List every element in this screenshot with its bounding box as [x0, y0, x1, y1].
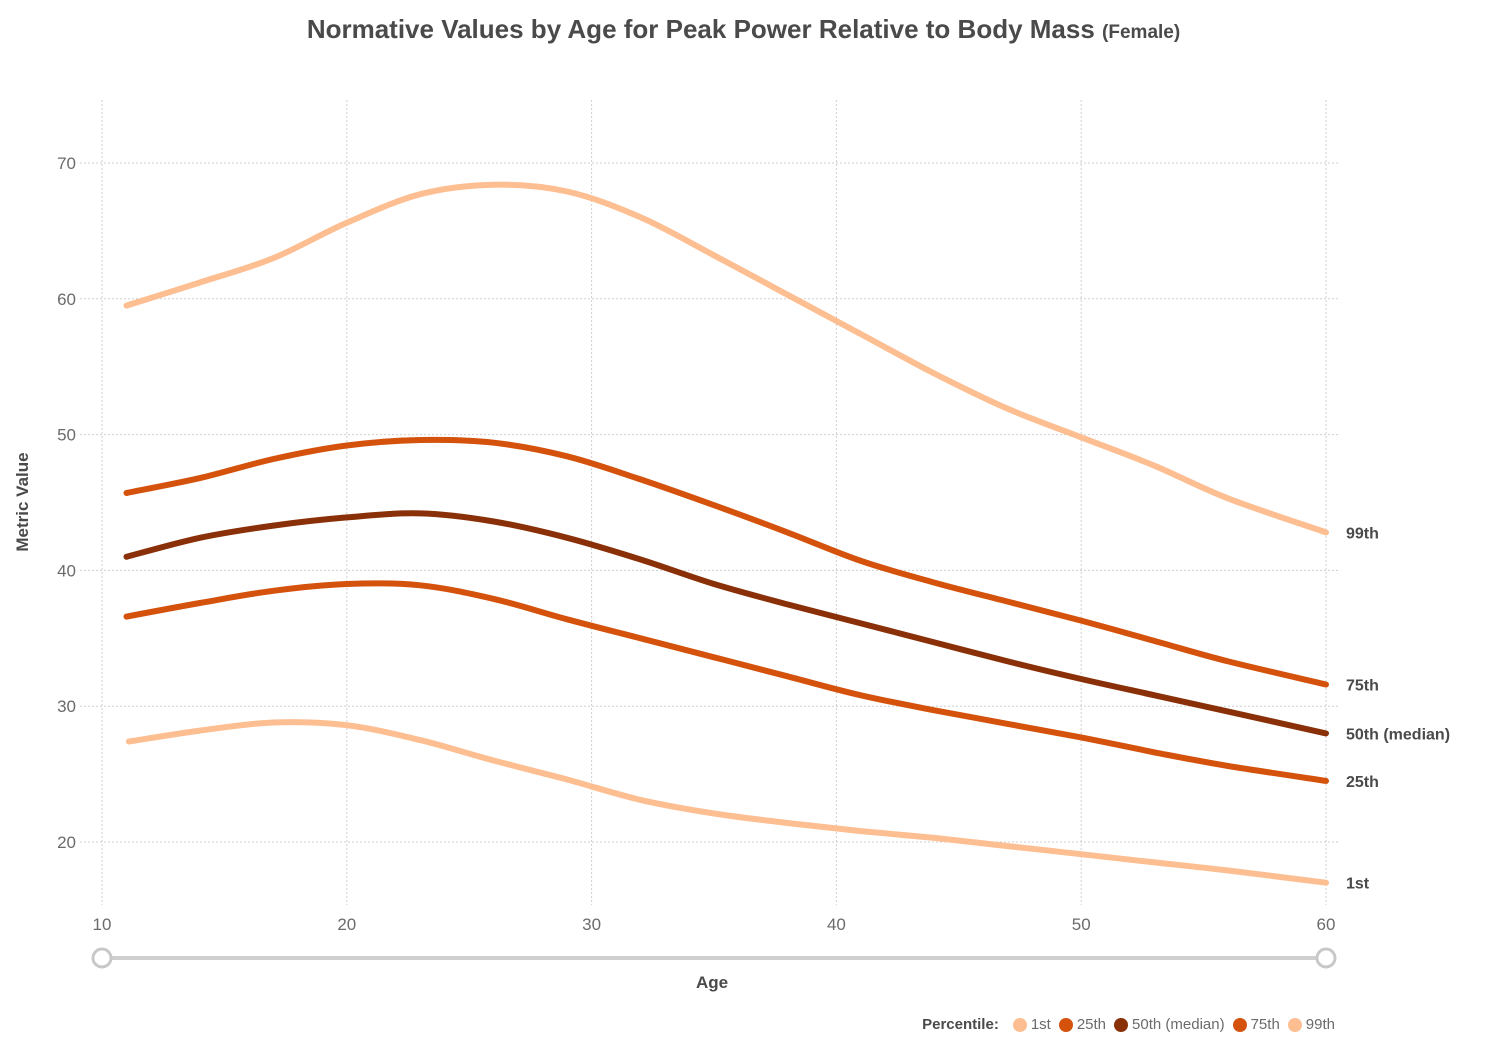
legend-item-50th-median[interactable]: 50th (median): [1114, 1016, 1225, 1033]
series-line-50th-median[interactable]: [123, 510, 1329, 737]
legend-item-75th[interactable]: 75th: [1232, 1016, 1280, 1033]
series-line-1st[interactable]: [125, 719, 1329, 886]
y-tick-label: 70: [57, 154, 76, 173]
end-label-50th-median: 50th (median): [1346, 726, 1450, 743]
y-tick-label: 50: [57, 426, 76, 445]
legend-item-25th[interactable]: 25th: [1058, 1016, 1107, 1033]
chart-title-text: Normative Values by Age for Peak Power R…: [306, 14, 1095, 44]
legend-label: 75th: [1250, 1016, 1280, 1033]
end-label-75th: 75th: [1346, 677, 1379, 694]
x-tick-label: 30: [582, 915, 601, 934]
x-tick-label: 10: [93, 915, 112, 934]
end-label-99th: 99th: [1346, 525, 1379, 542]
y-tick-label: 20: [57, 833, 76, 852]
x-tick-labels: 10 20 30 40 50 60: [93, 915, 1336, 934]
legend-swatch: [1058, 1017, 1073, 1032]
legend-swatch: [1232, 1017, 1247, 1032]
legend-title: Percentile:: [922, 1016, 999, 1033]
y-tick-label: 40: [57, 561, 76, 580]
legend-label: 25th: [1076, 1016, 1107, 1033]
x-axis-label: Age: [696, 973, 728, 992]
x-tick-label: 50: [1072, 915, 1091, 934]
y-axis-label: Metric Value: [13, 452, 32, 551]
x-tick-label: 20: [337, 915, 356, 934]
legend-item-1st[interactable]: 1st: [1012, 1016, 1051, 1033]
legend: Percentile: 1st 25th 50th (median) 75th 99th: [922, 1016, 1335, 1033]
y-tick-label: 30: [57, 697, 76, 716]
legend-item-99th[interactable]: 99th: [1287, 1016, 1335, 1033]
end-label-25th: 25th: [1346, 774, 1379, 791]
chart-subtitle: (Female): [1102, 22, 1181, 43]
end-label-1st: 1st: [1346, 876, 1370, 893]
x-tick-label: 60: [1317, 915, 1336, 934]
legend-label: 50th (median): [1132, 1016, 1225, 1033]
legend-swatch: [1012, 1017, 1027, 1032]
chart-title: Normative Values by Age for Peak Power R…: [0, 14, 1487, 45]
legend-swatch: [1287, 1017, 1302, 1032]
series-line-75th[interactable]: [123, 436, 1329, 688]
legend-label: 99th: [1305, 1016, 1335, 1033]
legend-label: 1st: [1030, 1016, 1051, 1033]
series-end-labels: 1st 25th 50th (median) 75th 99th: [1346, 525, 1450, 892]
series-line-25th[interactable]: [123, 580, 1329, 784]
slider-handle-max[interactable]: [1315, 947, 1337, 969]
y-tick-labels: 20 30 40 50 60 70: [57, 154, 76, 852]
age-range-slider[interactable]: [91, 947, 1337, 969]
y-tick-label: 60: [57, 290, 76, 309]
legend-swatch: [1114, 1017, 1129, 1032]
slider-handle-min[interactable]: [91, 947, 113, 969]
series-lines: [123, 181, 1329, 886]
x-tick-label: 40: [827, 915, 846, 934]
grid: [80, 100, 1338, 905]
series-line-99th[interactable]: [123, 181, 1329, 536]
